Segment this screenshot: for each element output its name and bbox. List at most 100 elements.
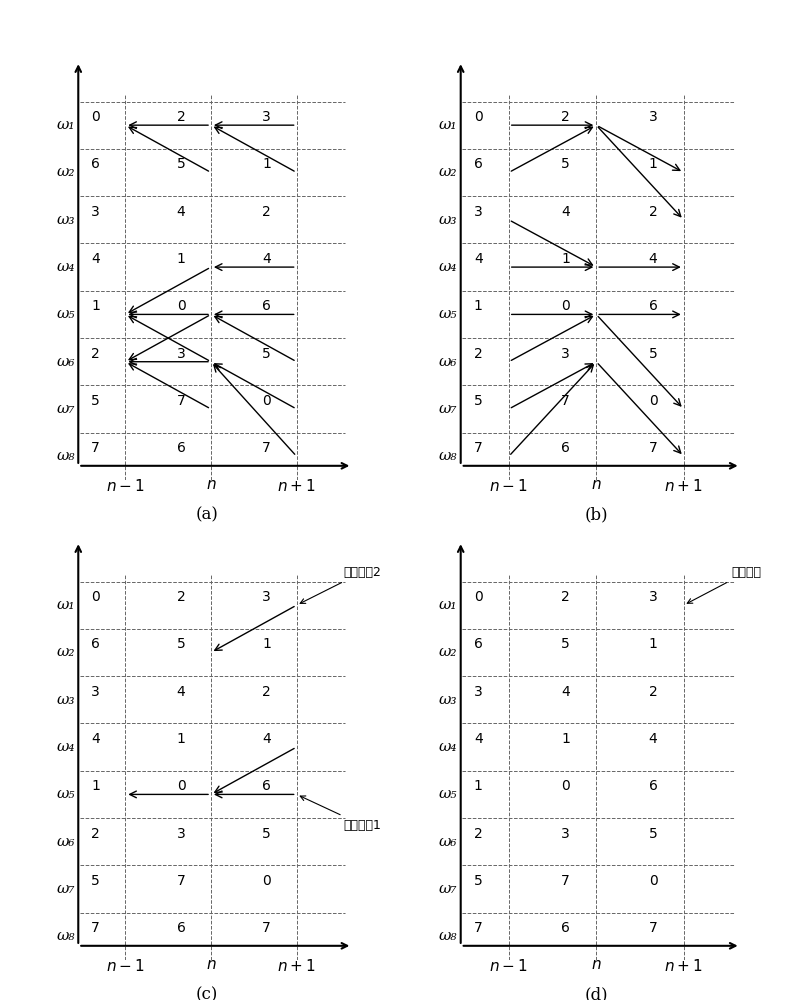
Text: ω₇: ω₇ <box>439 402 457 416</box>
Text: 2: 2 <box>561 110 570 124</box>
Text: 6: 6 <box>561 441 570 455</box>
Text: $n-1$: $n-1$ <box>490 478 528 494</box>
Text: (b): (b) <box>584 506 608 523</box>
Text: 7: 7 <box>649 921 657 935</box>
Text: 2: 2 <box>649 205 657 219</box>
Text: 7: 7 <box>91 441 100 455</box>
Text: ω₃: ω₃ <box>439 213 457 227</box>
Text: 7: 7 <box>91 921 100 935</box>
Text: 0: 0 <box>262 394 271 408</box>
Text: ω₇: ω₇ <box>56 402 75 416</box>
Text: 4: 4 <box>561 685 570 699</box>
Text: 4: 4 <box>91 732 100 746</box>
Text: 6: 6 <box>649 779 657 793</box>
Text: 2: 2 <box>91 827 100 841</box>
Text: 3: 3 <box>176 827 185 841</box>
Text: 1: 1 <box>91 299 100 313</box>
Text: ω₇: ω₇ <box>56 882 75 896</box>
Text: 4: 4 <box>176 205 185 219</box>
Text: 0: 0 <box>91 110 100 124</box>
Text: 最优路剆2: 最优路剆2 <box>301 566 382 603</box>
Text: 3: 3 <box>474 205 483 219</box>
Text: ω₅: ω₅ <box>56 787 75 801</box>
Text: 0: 0 <box>91 590 100 604</box>
Text: 7: 7 <box>474 441 483 455</box>
Text: 1: 1 <box>474 779 483 793</box>
Text: 1: 1 <box>176 252 185 266</box>
Text: 7: 7 <box>649 441 657 455</box>
Text: 2: 2 <box>262 685 271 699</box>
Text: 3: 3 <box>262 110 271 124</box>
Text: 3: 3 <box>474 685 483 699</box>
Text: 7: 7 <box>262 921 271 935</box>
Text: ω₈: ω₈ <box>56 929 75 943</box>
Text: 1: 1 <box>176 732 185 746</box>
Text: ω₂: ω₂ <box>56 165 75 179</box>
Text: ω₁: ω₁ <box>439 598 457 612</box>
Text: 2: 2 <box>176 110 185 124</box>
Text: ω₈: ω₈ <box>56 449 75 463</box>
Text: 6: 6 <box>91 157 100 171</box>
Text: 4: 4 <box>91 252 100 266</box>
Text: 2: 2 <box>474 827 483 841</box>
Text: 6: 6 <box>474 637 483 651</box>
Text: ω₈: ω₈ <box>439 449 457 463</box>
Text: ω₂: ω₂ <box>439 645 457 659</box>
Text: ω₅: ω₅ <box>56 307 75 321</box>
Text: 3: 3 <box>649 590 657 604</box>
Text: ω₆: ω₆ <box>439 355 457 369</box>
Text: 4: 4 <box>474 252 483 266</box>
Text: 1: 1 <box>262 157 271 171</box>
Text: 7: 7 <box>561 394 570 408</box>
Text: 4: 4 <box>561 205 570 219</box>
Text: 6: 6 <box>561 921 570 935</box>
Text: 0: 0 <box>262 874 271 888</box>
Text: 5: 5 <box>561 637 570 651</box>
Text: 3: 3 <box>649 110 657 124</box>
Text: 4: 4 <box>649 732 657 746</box>
Text: 3: 3 <box>91 685 100 699</box>
Text: ω₂: ω₂ <box>56 645 75 659</box>
Text: ω₁: ω₁ <box>56 118 75 132</box>
Text: ω₆: ω₆ <box>439 835 457 849</box>
Text: ω₄: ω₄ <box>439 740 457 754</box>
Text: $n+1$: $n+1$ <box>665 958 703 974</box>
Text: (c): (c) <box>196 986 218 1000</box>
Text: 最优路径: 最优路径 <box>687 566 762 603</box>
Text: 1: 1 <box>262 637 271 651</box>
Text: $n-1$: $n-1$ <box>490 958 528 974</box>
Text: (d): (d) <box>584 986 608 1000</box>
Text: $n$: $n$ <box>591 958 602 972</box>
Text: 5: 5 <box>561 157 570 171</box>
Text: ω₄: ω₄ <box>56 740 75 754</box>
Text: 7: 7 <box>474 921 483 935</box>
Text: ω₅: ω₅ <box>439 787 457 801</box>
Text: 6: 6 <box>176 441 185 455</box>
Text: 0: 0 <box>649 394 657 408</box>
Text: 2: 2 <box>474 347 483 361</box>
Text: $n+1$: $n+1$ <box>665 478 703 494</box>
Text: 5: 5 <box>176 637 185 651</box>
Text: 0: 0 <box>474 110 483 124</box>
Text: ω₁: ω₁ <box>56 598 75 612</box>
Text: $n$: $n$ <box>206 478 216 492</box>
Text: 1: 1 <box>561 252 570 266</box>
Text: 5: 5 <box>474 394 483 408</box>
Text: ω₄: ω₄ <box>56 260 75 274</box>
Text: $n$: $n$ <box>206 958 216 972</box>
Text: 3: 3 <box>176 347 185 361</box>
Text: 5: 5 <box>649 827 657 841</box>
Text: 5: 5 <box>474 874 483 888</box>
Text: 5: 5 <box>176 157 185 171</box>
Text: 6: 6 <box>91 637 100 651</box>
Text: 7: 7 <box>176 874 185 888</box>
Text: 1: 1 <box>649 157 657 171</box>
Text: ω₆: ω₆ <box>56 355 75 369</box>
Text: 7: 7 <box>561 874 570 888</box>
Text: 4: 4 <box>474 732 483 746</box>
Text: 1: 1 <box>649 637 657 651</box>
Text: ω₈: ω₈ <box>439 929 457 943</box>
Text: 最优路剆1: 最优路剆1 <box>301 796 382 832</box>
Text: 4: 4 <box>649 252 657 266</box>
Text: 1: 1 <box>561 732 570 746</box>
